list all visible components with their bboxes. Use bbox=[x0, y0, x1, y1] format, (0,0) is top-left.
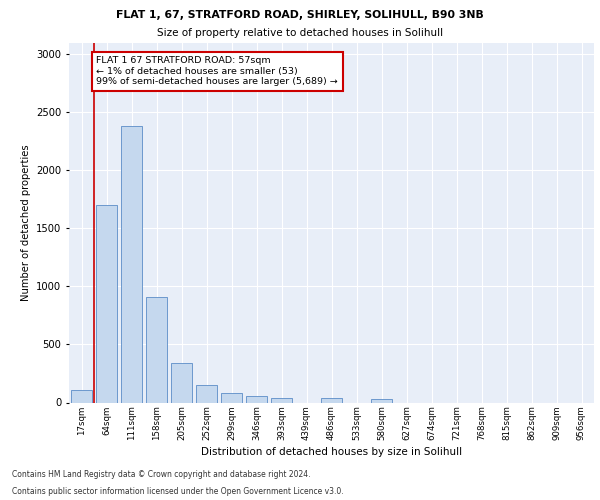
Text: FLAT 1 67 STRATFORD ROAD: 57sqm
← 1% of detached houses are smaller (53)
99% of : FLAT 1 67 STRATFORD ROAD: 57sqm ← 1% of … bbox=[97, 56, 338, 86]
Bar bbox=[371, 399, 392, 402]
Bar bbox=[96, 205, 117, 402]
Text: FLAT 1, 67, STRATFORD ROAD, SHIRLEY, SOLIHULL, B90 3NB: FLAT 1, 67, STRATFORD ROAD, SHIRLEY, SOL… bbox=[116, 10, 484, 20]
Text: Contains HM Land Registry data © Crown copyright and database right 2024.: Contains HM Land Registry data © Crown c… bbox=[12, 470, 311, 479]
Bar bbox=[321, 398, 342, 402]
Bar bbox=[196, 385, 217, 402]
Bar bbox=[271, 398, 292, 402]
Y-axis label: Number of detached properties: Number of detached properties bbox=[20, 144, 31, 301]
Text: Size of property relative to detached houses in Solihull: Size of property relative to detached ho… bbox=[157, 28, 443, 38]
Bar bbox=[121, 126, 142, 402]
Bar bbox=[171, 363, 192, 403]
X-axis label: Distribution of detached houses by size in Solihull: Distribution of detached houses by size … bbox=[201, 447, 462, 457]
Bar bbox=[71, 390, 92, 402]
Bar bbox=[146, 297, 167, 403]
Bar bbox=[221, 393, 242, 402]
Text: Contains public sector information licensed under the Open Government Licence v3: Contains public sector information licen… bbox=[12, 487, 344, 496]
Bar bbox=[246, 396, 267, 402]
